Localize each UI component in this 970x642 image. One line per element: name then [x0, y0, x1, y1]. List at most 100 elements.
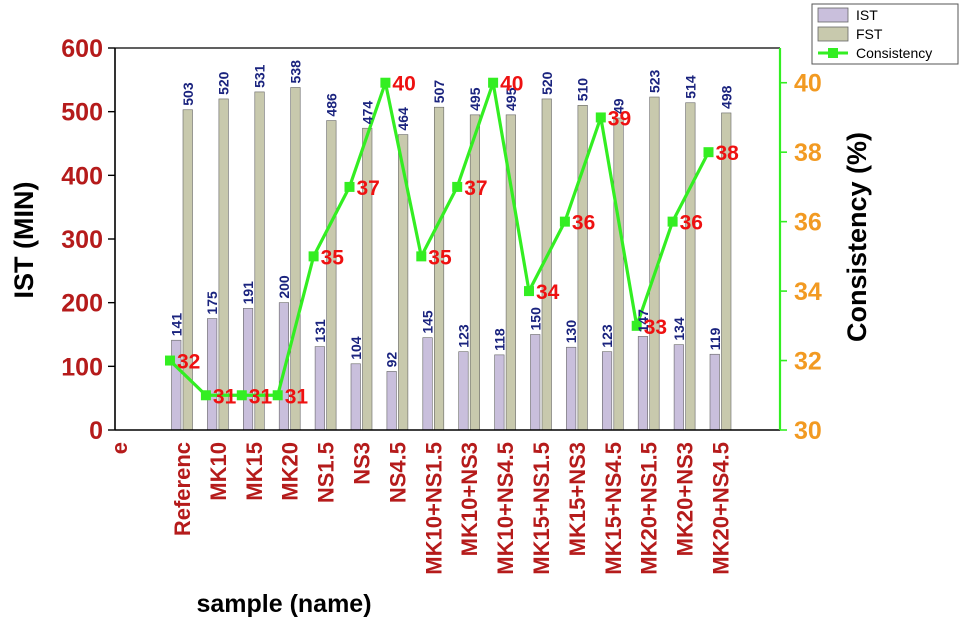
ist-bar	[314, 346, 325, 431]
x-tick-label: MK15+NS1.5	[529, 442, 554, 575]
y-tick-label: 500	[61, 99, 103, 127]
fst-bar-label: 474	[359, 101, 375, 125]
consistency-marker	[667, 216, 678, 227]
fst-bar	[469, 114, 481, 431]
fst-bar-label: 495	[503, 87, 519, 111]
ist-bar	[601, 351, 613, 431]
legend-bar-swatch	[817, 26, 849, 42]
fst-bar	[290, 87, 301, 431]
ist-bar	[637, 336, 649, 431]
legend-bar-swatch	[817, 7, 849, 23]
fst-bar	[326, 120, 337, 431]
consistency-label: 31	[285, 385, 309, 408]
fst-bar-label: 486	[323, 93, 339, 117]
fst-bar	[613, 117, 624, 431]
fst-bar-label: 49	[611, 98, 627, 114]
y-axis-title: IST (MIN)	[9, 182, 39, 299]
fst-bar-label: 464	[395, 107, 411, 131]
fst-bar	[685, 102, 696, 431]
ist-bar	[243, 308, 254, 431]
consistency-label: 37	[464, 177, 487, 200]
ist-bar-label: 119	[707, 327, 723, 350]
y2-tick-label: 38	[794, 139, 822, 167]
ist-bar-label: 175	[204, 291, 220, 315]
ist-bar-label: 131	[312, 319, 328, 343]
ist-bar	[494, 354, 505, 431]
x-tick-label: MK15	[242, 442, 267, 501]
ist-bar	[709, 353, 720, 431]
legend-label: Consistency	[856, 45, 932, 61]
consistency-marker	[703, 147, 714, 158]
fst-bar-label: 538	[287, 60, 303, 84]
ist-bar	[530, 334, 541, 431]
ist-bar	[673, 344, 684, 431]
legend-marker-swatch	[828, 48, 838, 58]
ist-bar-label: 130	[563, 320, 579, 344]
ist-bar-label: 145	[420, 310, 436, 334]
ist-bar	[422, 337, 433, 431]
consistency-marker	[165, 355, 175, 366]
x-tick-label: MK20+NS4.5	[709, 442, 734, 575]
y-tick-label: 400	[61, 162, 103, 190]
y2-tick-label: 30	[794, 417, 822, 445]
ist-bar	[207, 318, 218, 431]
ist-bar-label: 118	[491, 328, 507, 351]
consistency-marker	[524, 286, 534, 297]
fst-bar-label: 498	[718, 85, 734, 109]
ist-bar-label: 92	[384, 352, 400, 368]
y2-axis-title: Consistency (%)	[842, 132, 872, 342]
y-tick-label: 200	[61, 290, 103, 318]
y-tick-label: 0	[89, 417, 103, 445]
fst-bar-label: 503	[180, 82, 196, 106]
fst-bar-label: 514	[682, 75, 698, 99]
ist-bar	[458, 351, 469, 431]
ist-bar-label: 104	[348, 336, 364, 360]
ist-bar-label: 191	[240, 281, 256, 305]
consistency-label: 38	[716, 142, 740, 165]
consistency-marker	[236, 390, 247, 401]
consistency-label: 33	[644, 316, 667, 339]
fst-bar	[254, 91, 265, 431]
x-tick-label: MK15+NS4.5	[601, 442, 626, 575]
x-tick-label: MK10+NS3	[457, 442, 482, 556]
consistency-line	[168, 81, 710, 397]
ist-bar	[350, 363, 361, 431]
consistency-label: 40	[392, 73, 415, 96]
x-tick-label: Referenc	[170, 442, 195, 536]
ist-bar-label: 123	[599, 324, 615, 348]
y-tick-label: 100	[61, 353, 103, 381]
fst-bar-label: 520	[216, 71, 232, 95]
x-axis-title: sample (name)	[196, 590, 371, 618]
x-tick-label: MK20+NS3	[673, 442, 698, 556]
x-tick-label: MK10+NS1.5	[421, 442, 446, 575]
consistency-label: 40	[500, 73, 523, 96]
y2-tick-label: 36	[794, 209, 822, 237]
consistency-label: 39	[608, 107, 631, 130]
ist-bar	[566, 346, 577, 431]
x-tick-label: MK20	[278, 442, 303, 501]
fst-bar-label: 520	[539, 71, 555, 95]
fst-bar-label: 507	[431, 80, 447, 104]
ist-bar-label: 150	[527, 307, 543, 331]
consistency-marker	[488, 77, 499, 88]
fst-bar-label: 495	[467, 87, 483, 111]
y-tick-label: 600	[61, 35, 103, 63]
consistency-label: 34	[536, 281, 560, 304]
x-tick-label-wrap: e	[107, 442, 132, 454]
ist-bar-label: 200	[276, 275, 292, 299]
fst-bar-label: 531	[252, 64, 268, 88]
y-tick-label: 300	[61, 226, 103, 254]
consistency-label: 31	[249, 385, 273, 408]
consistency-marker	[416, 251, 427, 262]
x-tick-label: MK15+NS3	[565, 442, 590, 556]
y2-tick-label: 32	[794, 348, 822, 376]
consistency-marker	[559, 216, 570, 227]
x-tick-label: MK20+NS1.5	[637, 442, 662, 575]
consistency-label: 36	[680, 212, 703, 235]
ist-bar-label: 141	[168, 313, 184, 337]
consistency-marker	[344, 181, 355, 192]
consistency-label: 35	[321, 246, 345, 269]
ist-bar-label: 134	[671, 317, 687, 341]
x-tick-label: NS4.5	[385, 442, 410, 503]
